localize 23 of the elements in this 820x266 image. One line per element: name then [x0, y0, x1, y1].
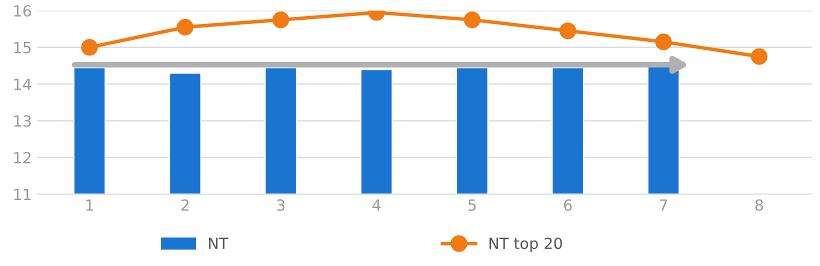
point	[750, 48, 768, 65]
x-tick-label: 7	[660, 200, 668, 211]
y-tick-label: 16	[14, 5, 32, 17]
point	[272, 11, 290, 28]
point	[560, 22, 576, 40]
y-tick-label: 13	[14, 115, 31, 127]
point	[81, 39, 98, 56]
x-tick-label: 4	[372, 200, 381, 211]
y-tick-label: 14	[14, 78, 32, 90]
y-tick-label: 15	[14, 42, 31, 54]
x-tick-label: 2	[181, 199, 189, 211]
x-tick-label: 1	[86, 200, 93, 211]
x-tick-label: 8	[755, 199, 763, 211]
x-tick-label: 5	[468, 200, 476, 211]
point	[176, 18, 194, 36]
legend-label: NT top 20	[490, 238, 562, 252]
y-tick-label: 12	[14, 152, 31, 164]
y-tick-label: 11	[14, 188, 31, 200]
x-tick-label: 3	[277, 199, 284, 211]
legend-label: NT	[209, 238, 228, 249]
x-tick-label: 6	[564, 199, 572, 211]
point	[655, 34, 672, 50]
point	[464, 11, 481, 28]
